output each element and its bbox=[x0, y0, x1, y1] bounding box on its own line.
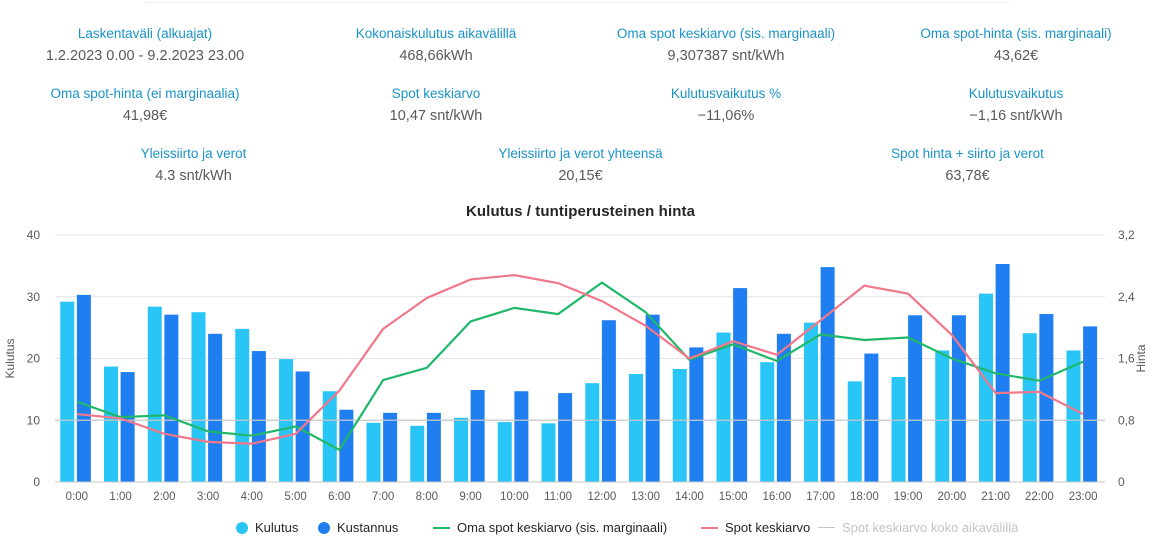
svg-text:21:00: 21:00 bbox=[981, 491, 1010, 503]
svg-text:5:00: 5:00 bbox=[284, 491, 306, 503]
svg-text:40: 40 bbox=[27, 228, 41, 242]
svg-text:23:00: 23:00 bbox=[1069, 491, 1098, 503]
svg-text:3,2: 3,2 bbox=[1118, 228, 1135, 242]
svg-text:0,8: 0,8 bbox=[1118, 413, 1135, 427]
svg-text:20:00: 20:00 bbox=[937, 491, 966, 503]
svg-text:20: 20 bbox=[27, 352, 41, 366]
svg-text:10:00: 10:00 bbox=[500, 491, 529, 503]
svg-text:1,6: 1,6 bbox=[1118, 352, 1135, 366]
svg-text:14:00: 14:00 bbox=[675, 491, 704, 503]
svg-text:Kulutus: Kulutus bbox=[3, 338, 17, 378]
svg-text:22:00: 22:00 bbox=[1025, 491, 1054, 503]
svg-text:1:00: 1:00 bbox=[109, 491, 131, 503]
svg-text:2:00: 2:00 bbox=[153, 491, 175, 503]
svg-text:13:00: 13:00 bbox=[631, 491, 660, 503]
svg-text:4:00: 4:00 bbox=[241, 491, 263, 503]
svg-text:8:00: 8:00 bbox=[416, 491, 438, 503]
svg-text:0:00: 0:00 bbox=[66, 491, 88, 503]
svg-text:2,4: 2,4 bbox=[1118, 290, 1135, 304]
svg-text:9:00: 9:00 bbox=[459, 491, 481, 503]
svg-text:Hinta: Hinta bbox=[1134, 344, 1148, 372]
svg-text:19:00: 19:00 bbox=[894, 491, 923, 503]
svg-text:7:00: 7:00 bbox=[372, 491, 394, 503]
svg-text:0: 0 bbox=[33, 475, 40, 489]
svg-text:6:00: 6:00 bbox=[328, 491, 350, 503]
svg-text:30: 30 bbox=[27, 290, 41, 304]
svg-text:11:00: 11:00 bbox=[544, 491, 572, 503]
svg-text:10: 10 bbox=[27, 413, 41, 427]
svg-text:12:00: 12:00 bbox=[587, 491, 616, 503]
svg-text:17:00: 17:00 bbox=[806, 491, 835, 503]
svg-text:16:00: 16:00 bbox=[762, 491, 791, 503]
svg-text:18:00: 18:00 bbox=[850, 491, 879, 503]
svg-text:0: 0 bbox=[1118, 475, 1125, 489]
svg-text:3:00: 3:00 bbox=[197, 491, 219, 503]
svg-text:15:00: 15:00 bbox=[719, 491, 748, 503]
